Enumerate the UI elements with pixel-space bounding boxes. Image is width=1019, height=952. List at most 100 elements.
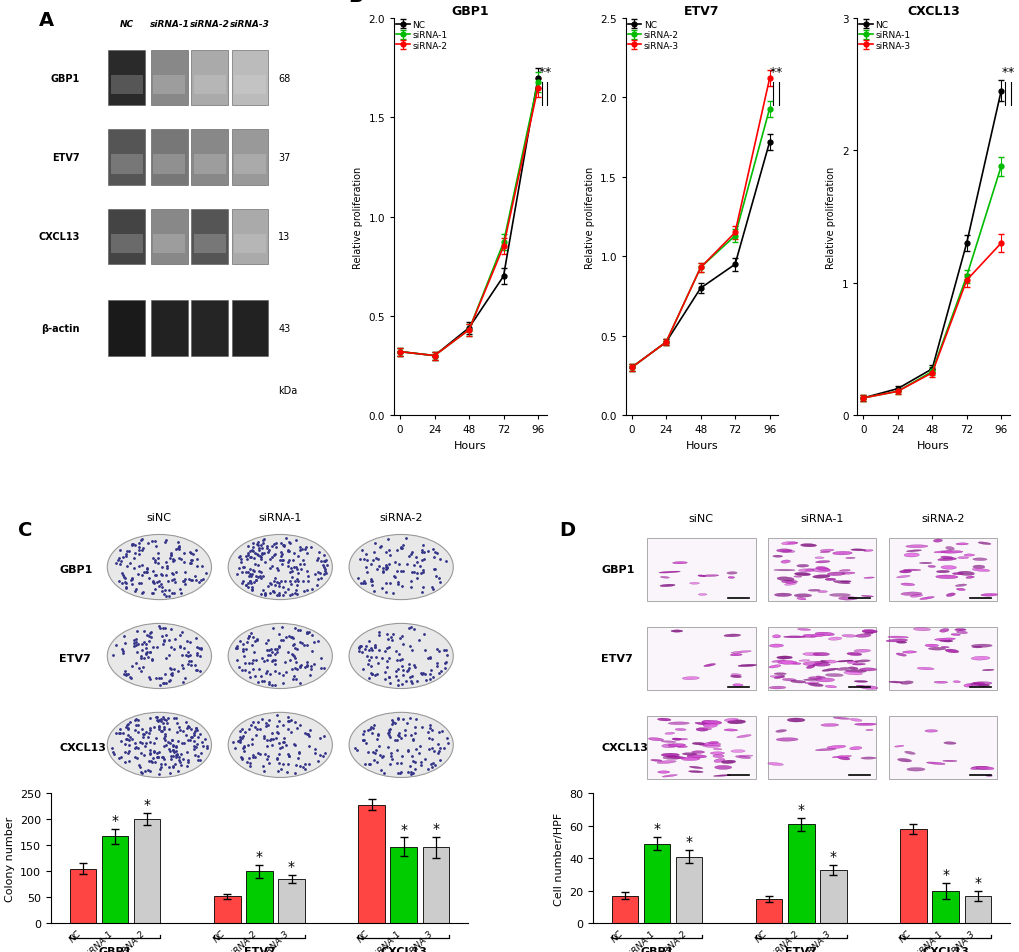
Ellipse shape <box>814 748 836 751</box>
Bar <box>214 897 240 923</box>
Ellipse shape <box>713 759 725 763</box>
Ellipse shape <box>701 721 721 724</box>
Bar <box>233 234 266 254</box>
Ellipse shape <box>954 629 965 631</box>
Ellipse shape <box>946 593 955 597</box>
Text: *: * <box>399 822 407 836</box>
Ellipse shape <box>841 572 854 575</box>
Ellipse shape <box>812 653 828 656</box>
Ellipse shape <box>713 775 731 777</box>
Ellipse shape <box>824 685 836 688</box>
Ellipse shape <box>772 556 782 558</box>
Bar <box>151 130 187 186</box>
Ellipse shape <box>677 746 687 748</box>
Text: D: D <box>559 520 575 539</box>
Bar <box>767 538 875 602</box>
Ellipse shape <box>894 745 903 747</box>
Ellipse shape <box>953 681 960 683</box>
X-axis label: Hours: Hours <box>916 440 949 450</box>
Ellipse shape <box>833 717 849 720</box>
Bar <box>646 538 755 602</box>
Ellipse shape <box>797 628 810 631</box>
Y-axis label: Colony number: Colony number <box>5 816 14 901</box>
Ellipse shape <box>348 535 452 600</box>
Ellipse shape <box>900 592 921 596</box>
Ellipse shape <box>896 642 906 644</box>
Ellipse shape <box>796 565 808 567</box>
Ellipse shape <box>812 575 829 579</box>
Ellipse shape <box>738 664 756 667</box>
Ellipse shape <box>784 583 796 585</box>
Ellipse shape <box>833 581 850 585</box>
Ellipse shape <box>671 630 682 632</box>
Ellipse shape <box>659 585 675 587</box>
Ellipse shape <box>902 651 916 653</box>
Text: 68: 68 <box>278 73 290 84</box>
Bar <box>611 896 638 923</box>
Ellipse shape <box>689 583 699 585</box>
Ellipse shape <box>701 575 718 577</box>
Ellipse shape <box>942 761 956 762</box>
Ellipse shape <box>906 767 924 771</box>
Bar <box>108 50 145 107</box>
Ellipse shape <box>796 598 805 601</box>
Ellipse shape <box>935 570 949 573</box>
Bar <box>819 870 846 923</box>
Ellipse shape <box>827 637 841 641</box>
Ellipse shape <box>348 624 452 689</box>
Ellipse shape <box>837 661 853 663</box>
Ellipse shape <box>933 638 955 641</box>
Text: *: * <box>653 822 660 836</box>
Ellipse shape <box>955 585 966 587</box>
Title: CXCL13: CXCL13 <box>906 5 959 18</box>
Text: *: * <box>942 867 948 882</box>
Text: B: B <box>348 0 363 7</box>
Ellipse shape <box>800 544 816 547</box>
Ellipse shape <box>702 743 720 746</box>
Ellipse shape <box>660 741 676 743</box>
Ellipse shape <box>971 568 988 572</box>
Ellipse shape <box>854 681 867 683</box>
Ellipse shape <box>955 544 967 545</box>
Ellipse shape <box>850 549 865 551</box>
Y-axis label: Relative proliferation: Relative proliferation <box>584 167 594 268</box>
Text: siNC: siNC <box>147 513 172 523</box>
Text: *: * <box>775 66 782 79</box>
Text: β-actin: β-actin <box>41 324 79 333</box>
Ellipse shape <box>658 571 680 573</box>
Bar <box>931 891 958 923</box>
Ellipse shape <box>970 682 991 685</box>
Text: *: * <box>112 813 118 827</box>
Text: *: * <box>256 849 263 863</box>
Text: *: * <box>797 803 804 816</box>
Bar <box>646 716 755 780</box>
Bar <box>231 301 268 356</box>
Ellipse shape <box>938 629 948 632</box>
Ellipse shape <box>782 679 796 682</box>
Bar <box>358 804 384 923</box>
Ellipse shape <box>691 751 704 754</box>
Ellipse shape <box>775 738 798 742</box>
Bar <box>108 209 145 265</box>
Bar <box>111 234 143 254</box>
Y-axis label: Cell number/HPF: Cell number/HPF <box>553 812 562 905</box>
Ellipse shape <box>828 594 850 597</box>
Ellipse shape <box>815 676 824 679</box>
Ellipse shape <box>692 743 704 745</box>
Bar <box>233 76 266 95</box>
Ellipse shape <box>956 588 964 591</box>
Bar <box>102 837 128 923</box>
Ellipse shape <box>781 561 790 564</box>
Text: ETV7: ETV7 <box>52 153 79 163</box>
Ellipse shape <box>802 653 819 656</box>
Ellipse shape <box>896 576 909 578</box>
Ellipse shape <box>824 579 835 581</box>
Ellipse shape <box>694 723 710 725</box>
Ellipse shape <box>903 569 920 571</box>
Ellipse shape <box>903 553 918 558</box>
Ellipse shape <box>767 763 783 765</box>
Bar <box>233 155 266 174</box>
Ellipse shape <box>771 635 780 638</box>
Ellipse shape <box>941 646 949 648</box>
Ellipse shape <box>768 645 783 647</box>
